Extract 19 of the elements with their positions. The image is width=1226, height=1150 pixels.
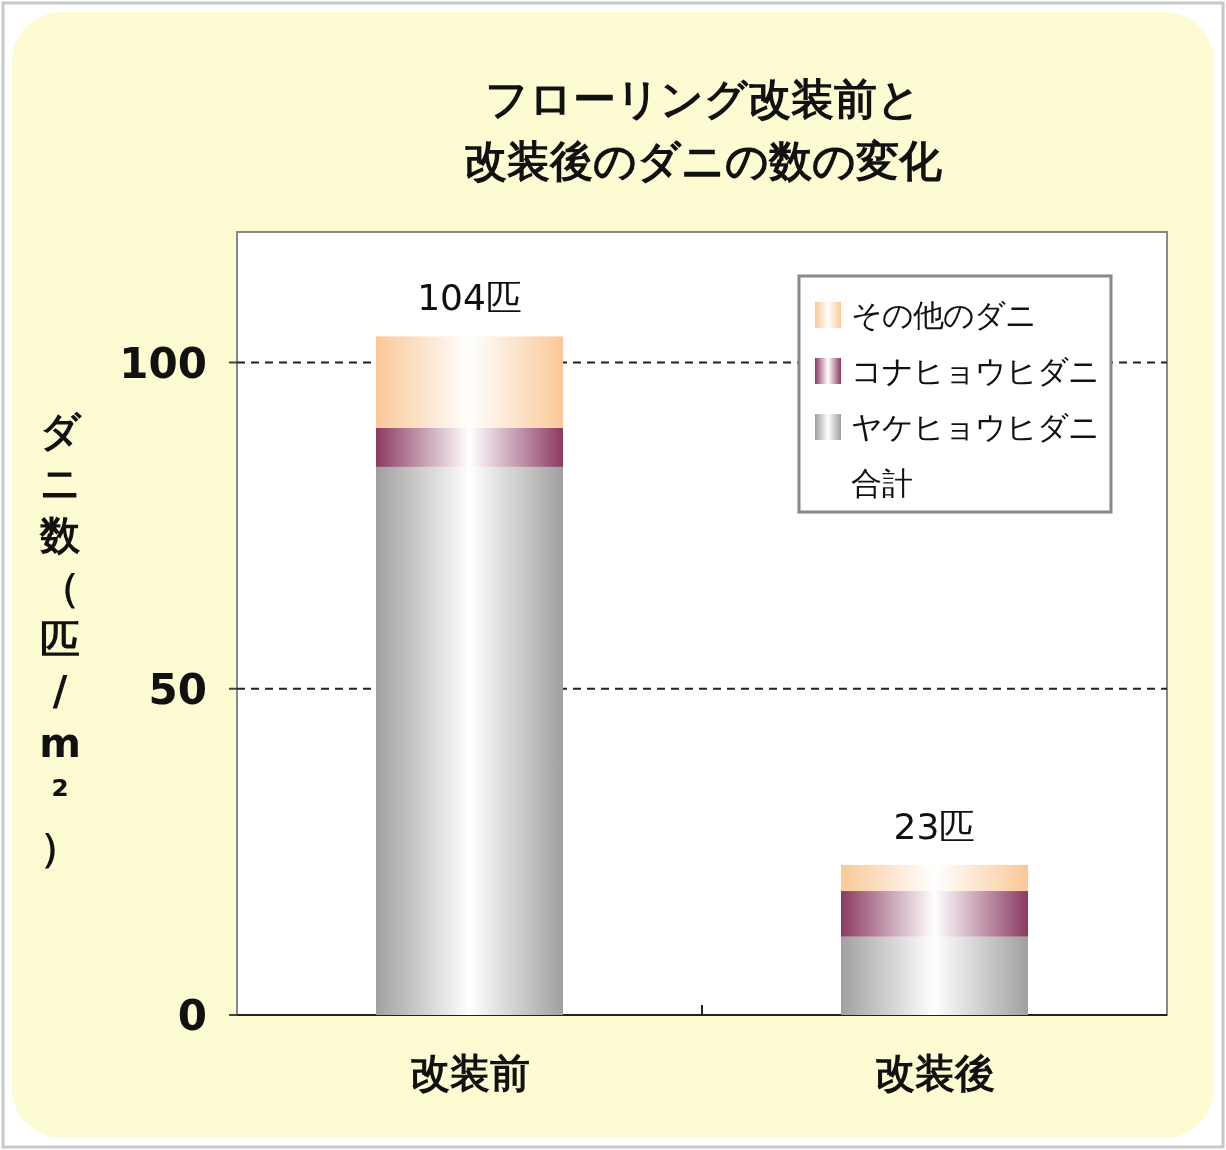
annotation: 合計 <box>851 465 913 501</box>
y-tick-label: 100 <box>119 338 207 388</box>
bar <box>376 466 563 1015</box>
bar <box>376 336 563 428</box>
total-label: 23匹 <box>893 805 976 847</box>
bar <box>841 936 1028 1015</box>
x-tick-label: 改装前 <box>409 1050 530 1096</box>
y-tick-label: 50 <box>148 664 207 714</box>
bar <box>841 864 1028 892</box>
bar <box>376 427 563 467</box>
legend-label: ヤケヒョウヒダニ <box>851 409 1099 445</box>
legend-label: その他のダニ <box>851 297 1036 333</box>
bar <box>841 891 1028 937</box>
chart-title: フローリング改装前と改装後のダニの数の変化 <box>463 73 943 188</box>
legend-label: コナヒョウヒダニ <box>851 353 1099 389</box>
y-tick-label: 0 <box>177 991 207 1040</box>
total-label: 104匹 <box>417 277 522 319</box>
x-tick-label: 改装後 <box>874 1050 995 1096</box>
text: ダニ数（匹/m²） <box>39 408 81 870</box>
